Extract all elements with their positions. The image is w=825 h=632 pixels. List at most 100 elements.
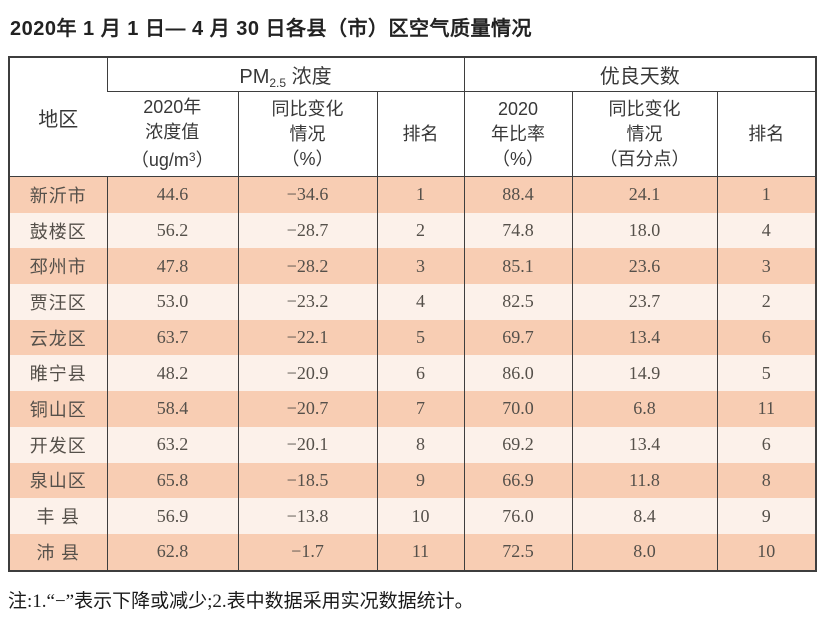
cell-good-change: 11.8 [571,462,718,499]
header-good-rank: 排名 [716,91,817,177]
cell-good-rank: 10 [716,533,817,571]
cell-pm-rank: 10 [376,498,465,534]
cell-pm-value: 63.7 [106,319,238,356]
cell-good-rate: 86.0 [463,355,573,392]
cell-pm-change: −34.6 [237,176,377,213]
cell-region: 泉山区 [9,462,107,499]
table-row: 邳州市 47.8 −28.2 3 85.1 23.6 3 [9,248,817,285]
cell-pm-change: −28.2 [237,248,377,285]
header-region: 地区 [9,57,107,177]
table-row: 贾汪区 53.0 −23.2 4 82.5 23.7 2 [9,284,817,320]
cell-pm-change: −20.9 [237,355,377,392]
cell-good-rate: 70.0 [463,391,573,427]
table-row: 丰 县 56.9 −13.8 10 76.0 8.4 9 [9,498,817,534]
cell-pm-rank: 9 [376,462,465,499]
cell-good-rank: 9 [716,498,817,534]
cell-pm-rank: 5 [376,319,465,356]
cell-good-rate: 72.5 [463,533,573,571]
cell-good-change: 13.4 [571,426,718,463]
table-row: 泉山区 65.8 −18.5 9 66.9 11.8 8 [9,462,817,499]
table-row: 云龙区 63.7 −22.1 5 69.7 13.4 6 [9,319,817,356]
table-row: 新沂市 44.6 −34.6 1 88.4 24.1 1 [9,176,817,213]
header-pm-rank: 排名 [376,91,465,177]
cell-good-change: 24.1 [571,176,718,213]
header-good-rate-line2: 年比率 [491,123,546,144]
cell-good-change: 14.9 [571,355,718,392]
cell-good-change: 23.6 [571,248,718,285]
cell-region: 鼓楼区 [9,212,107,249]
pm25-subscript: 2.5 [269,75,287,90]
cell-pm-change: −1.7 [237,533,377,571]
cell-region: 云龙区 [9,319,107,356]
cell-pm-value: 53.0 [106,284,238,320]
cell-pm-value: 47.8 [106,248,238,285]
unit-superscript: 3 [188,150,196,164]
cell-good-rank: 6 [716,319,817,356]
cell-region: 邳州市 [9,248,107,285]
cell-good-change: 18.0 [571,212,718,249]
header-pm-change-line1: 同比变化 [271,98,344,119]
cell-region: 贾汪区 [9,284,107,320]
cell-good-rate: 69.7 [463,319,573,356]
cell-region: 沛 县 [9,533,107,571]
cell-region: 丰 县 [9,498,107,534]
cell-pm-change: −23.2 [237,284,377,320]
cell-good-rate: 88.4 [463,176,573,213]
header-good-change-line2: 情况 [626,123,663,144]
cell-pm-value: 44.6 [106,176,238,213]
cell-pm-value: 56.9 [106,498,238,534]
cell-pm-value: 65.8 [106,462,238,499]
cell-pm-value: 62.8 [106,533,238,571]
cell-good-rank: 4 [716,212,817,249]
cell-pm-rank: 3 [376,248,465,285]
table-row: 沛 县 62.8 −1.7 11 72.5 8.0 10 [9,533,817,571]
cell-good-change: 8.4 [571,498,718,534]
header-good-change-line3: （百分点） [599,148,690,169]
cell-good-rate: 76.0 [463,498,573,534]
cell-pm-change: −22.1 [237,319,377,356]
table-row: 铜山区 58.4 −20.7 7 70.0 6.8 11 [9,391,817,427]
cell-good-rank: 6 [716,426,817,463]
header-sub-row: 2020年 浓度值 （ug/m3） 同比变化 情况 （%） 排名 2020 年比… [9,91,817,177]
header-pm-value-line2: 浓度值 [145,122,200,142]
cell-region: 睢宁县 [9,355,107,392]
header-pm-change-line2: 情况 [289,123,326,144]
cell-pm-value: 58.4 [106,391,238,427]
header-pm-value-line1: 2020年 [143,97,202,117]
header-good-change-line1: 同比变化 [608,98,681,119]
cell-pm-change: −20.1 [237,426,377,463]
header-pm25-group: PM2.5 浓度 [106,57,465,92]
page-title: 2020年 1 月 1 日— 4 月 30 日各县（市）区空气质量情况 [10,18,533,40]
cell-good-rank: 8 [716,462,817,499]
table-row: 睢宁县 48.2 −20.9 6 86.0 14.9 5 [9,355,817,392]
table-row: 鼓楼区 56.2 −28.7 2 74.8 18.0 4 [9,212,817,249]
cell-pm-change: −13.8 [237,498,377,534]
cell-good-change: 6.8 [571,391,718,427]
pm25-suffix: 浓度 [286,65,332,88]
unit-prefix: （ug/m [130,150,189,170]
cell-good-rank: 5 [716,355,817,392]
cell-good-rank: 3 [716,248,817,285]
cell-good-rank: 11 [716,391,817,427]
cell-pm-change: −28.7 [237,212,377,249]
header-good-change: 同比变化 情况 （百分点） [571,91,718,177]
header-pm-change-line3: （%） [281,148,334,169]
cell-pm-value: 48.2 [106,355,238,392]
cell-pm-change: −18.5 [237,462,377,499]
pm25-prefix: PM [239,65,270,88]
air-quality-table: 地区 PM2.5 浓度 优良天数 2020年 浓度值 （ug/m3） 同比变化 … [8,56,818,572]
table-body: 新沂市 44.6 −34.6 1 88.4 24.1 1 鼓楼区 56.2 −2… [9,176,817,571]
cell-good-rate: 74.8 [463,212,573,249]
cell-region: 开发区 [9,426,107,463]
cell-pm-rank: 6 [376,355,465,392]
page: 2020年 1 月 1 日— 4 月 30 日各县（市）区空气质量情况 地区 P… [0,12,825,632]
unit-suffix: ） [195,150,214,170]
cell-pm-rank: 8 [376,426,465,463]
cell-good-change: 8.0 [571,533,718,571]
header-good-rate-line1: 2020 [497,98,539,119]
cell-good-rate: 85.1 [463,248,573,285]
table-header: 地区 PM2.5 浓度 优良天数 2020年 浓度值 （ug/m3） 同比变化 … [9,57,817,177]
cell-region: 新沂市 [9,176,107,213]
cell-pm-rank: 4 [376,284,465,320]
cell-pm-change: −20.7 [237,391,377,427]
